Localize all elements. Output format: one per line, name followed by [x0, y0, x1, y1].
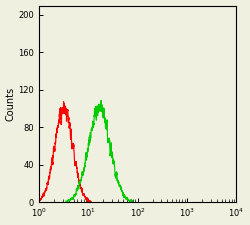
Y-axis label: Counts: Counts — [6, 87, 16, 121]
